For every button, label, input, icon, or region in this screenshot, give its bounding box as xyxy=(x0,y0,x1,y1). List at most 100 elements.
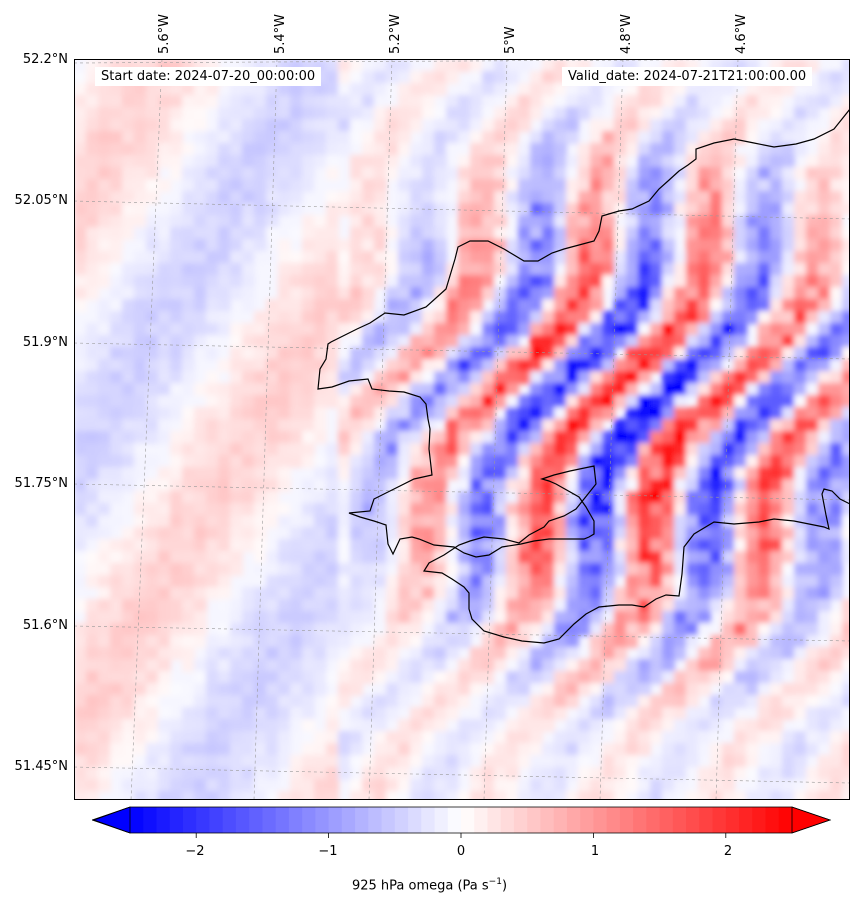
omega-cell xyxy=(182,527,195,540)
omega-cell xyxy=(230,107,243,120)
omega-cell xyxy=(530,467,543,480)
omega-cell xyxy=(734,503,747,516)
omega-cell xyxy=(686,743,699,756)
omega-cell xyxy=(734,551,747,564)
omega-cell xyxy=(182,323,195,336)
omega-cell xyxy=(602,263,615,276)
omega-cell xyxy=(398,623,411,636)
omega-cell xyxy=(554,779,567,792)
omega-cell xyxy=(230,395,243,408)
omega-cell xyxy=(434,731,447,744)
omega-cell xyxy=(206,479,219,492)
omega-cell xyxy=(830,191,843,204)
omega-cell xyxy=(734,743,747,756)
omega-cell xyxy=(290,683,303,696)
omega-cell xyxy=(182,743,195,756)
omega-cell xyxy=(470,779,483,792)
omega-cell xyxy=(314,539,327,552)
colorbar-tick-label: 2 xyxy=(723,844,733,859)
omega-cell xyxy=(722,791,735,800)
omega-cell xyxy=(542,155,555,168)
omega-cell xyxy=(410,719,423,732)
omega-cell xyxy=(794,695,807,708)
omega-cell xyxy=(362,335,375,348)
omega-cell xyxy=(722,191,735,204)
omega-cell xyxy=(362,647,375,660)
omega-cell xyxy=(302,407,315,420)
omega-cell xyxy=(314,371,327,384)
omega-cell xyxy=(254,515,267,528)
omega-cell xyxy=(758,95,771,108)
omega-cell xyxy=(518,623,531,636)
omega-cell xyxy=(350,383,363,396)
omega-cell xyxy=(674,395,687,408)
omega-cell xyxy=(326,635,339,648)
omega-cell xyxy=(722,323,735,336)
colorbar xyxy=(92,806,832,838)
omega-cell xyxy=(638,731,651,744)
colorbar-cell xyxy=(699,807,714,833)
omega-cell xyxy=(230,179,243,192)
omega-cell xyxy=(410,491,423,504)
omega-cell xyxy=(722,83,735,96)
omega-cell xyxy=(206,263,219,276)
omega-cell xyxy=(698,119,711,132)
omega-cell xyxy=(362,731,375,744)
omega-cell xyxy=(350,539,363,552)
omega-cell xyxy=(410,203,423,216)
omega-cell xyxy=(506,155,519,168)
omega-cell xyxy=(494,767,507,780)
omega-cell xyxy=(770,755,783,768)
omega-cell xyxy=(602,491,615,504)
omega-cell xyxy=(242,83,255,96)
omega-cell xyxy=(650,407,663,420)
omega-cell xyxy=(614,299,627,312)
omega-cell xyxy=(674,371,687,384)
omega-cell xyxy=(494,191,507,204)
omega-cell xyxy=(302,383,315,396)
omega-cell xyxy=(86,155,99,168)
omega-cell xyxy=(386,503,399,516)
omega-cell xyxy=(410,167,423,180)
omega-cell xyxy=(686,659,699,672)
omega-cell xyxy=(830,623,843,636)
omega-cell xyxy=(470,167,483,180)
omega-cell xyxy=(818,191,831,204)
omega-cell xyxy=(686,527,699,540)
omega-cell xyxy=(182,155,195,168)
omega-cell xyxy=(362,83,375,96)
omega-cell xyxy=(794,491,807,504)
omega-cell xyxy=(122,455,135,468)
omega-cell xyxy=(134,311,147,324)
omega-cell xyxy=(362,431,375,444)
omega-cell xyxy=(530,179,543,192)
omega-cell xyxy=(566,551,579,564)
omega-cell xyxy=(230,599,243,612)
omega-cell xyxy=(410,383,423,396)
omega-cell xyxy=(638,347,651,360)
omega-cell xyxy=(74,719,87,732)
omega-cell xyxy=(302,599,315,612)
omega-cell xyxy=(146,263,159,276)
omega-cell xyxy=(458,731,471,744)
omega-cell xyxy=(530,623,543,636)
omega-cell xyxy=(794,611,807,624)
omega-cell xyxy=(554,179,567,192)
omega-cell xyxy=(710,587,723,600)
omega-cell xyxy=(134,227,147,240)
omega-cell xyxy=(662,623,675,636)
omega-cell xyxy=(398,515,411,528)
omega-cell xyxy=(194,563,207,576)
omega-cell xyxy=(290,107,303,120)
omega-cell xyxy=(554,191,567,204)
omega-cell xyxy=(554,203,567,216)
omega-cell xyxy=(74,239,87,252)
omega-cell xyxy=(554,587,567,600)
colorbar-tick-label: 0 xyxy=(456,844,466,859)
omega-cell xyxy=(410,707,423,720)
omega-cell xyxy=(350,587,363,600)
omega-cell xyxy=(614,227,627,240)
omega-cell xyxy=(746,239,759,252)
omega-cell xyxy=(578,227,591,240)
omega-cell xyxy=(338,455,351,468)
